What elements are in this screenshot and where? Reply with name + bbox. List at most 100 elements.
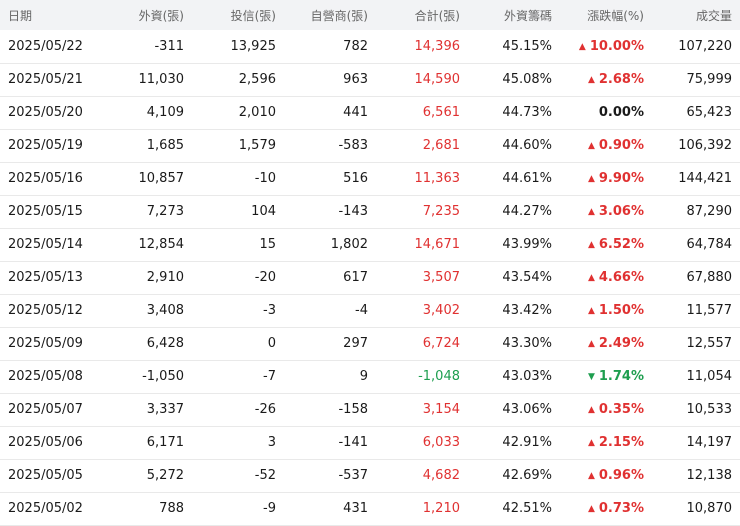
- dealer-cell: 516: [343, 171, 368, 186]
- change-pct-value: 2.15%: [598, 435, 644, 450]
- total-cell: 14,396: [414, 38, 461, 54]
- dealer-cell: -143: [338, 204, 368, 219]
- dealer-cell: -537: [338, 468, 368, 483]
- change-pct-value: 2.49%: [598, 336, 644, 351]
- table-header-row: 日期 外資(張) 投信(張) 自營商(張) 合計(張) 外資籌碼 漲跌幅(%) …: [0, 0, 740, 30]
- date-cell: 2025/05/22: [8, 38, 83, 54]
- change-pct-value: 6.52%: [598, 237, 644, 252]
- table-row: 2025/05/02 788 -9 431 1,210 42.51% ▲ 0.73% 10,87…: [0, 492, 740, 525]
- up-arrow-icon: ▲: [587, 504, 595, 514]
- up-arrow-icon: ▲: [587, 273, 595, 283]
- date-cell: 2025/05/13: [8, 270, 83, 285]
- change-pct-cell: ▲ 6.52%: [560, 228, 652, 261]
- change-pct-value: 0.73%: [598, 501, 644, 516]
- volume-cell: 64,784: [686, 237, 733, 252]
- date-cell: 2025/05/21: [8, 72, 83, 87]
- table-row: 2025/05/08 -1,050 -7 9 -1,048 43.03% ▼ 1.74% 11,…: [0, 360, 740, 393]
- change-pct-value: 0.00%: [598, 105, 644, 120]
- foreign-cell: 1,685: [146, 138, 184, 153]
- change-pct-cell: ▲ 2.49%: [560, 327, 652, 360]
- total-cell: 4,682: [422, 468, 460, 483]
- change-pct-cell: ▲ 0.96%: [560, 459, 652, 492]
- change-pct-value: 1.74%: [598, 369, 644, 384]
- total-cell: -1,048: [418, 369, 460, 384]
- table-row: 2025/05/13 2,910 -20 617 3,507 43.54% ▲ 4.66% 67…: [0, 261, 740, 294]
- change-pct-value: 10.00%: [589, 38, 644, 54]
- change-pct-cell: ▲ 1.50%: [560, 294, 652, 327]
- total-cell: 6,724: [422, 336, 460, 351]
- table-row: 2025/05/20 4,109 2,010 441 6,561 44.73% 0.00% 6…: [0, 96, 740, 129]
- total-cell: 6,033: [422, 435, 460, 450]
- foreign-cell: 4,109: [146, 105, 184, 120]
- up-arrow-icon: ▲: [587, 471, 595, 481]
- foreign-holding-cell: 43.42%: [502, 303, 552, 318]
- volume-cell: 14,197: [686, 435, 733, 450]
- foreign-holding-cell: 44.61%: [502, 171, 552, 186]
- volume-cell: 10,870: [686, 501, 733, 516]
- change-pct-value: 9.90%: [598, 171, 644, 186]
- table-row: 2025/05/06 6,171 3 -141 6,033 42.91% ▲ 2.15% 14,…: [0, 426, 740, 459]
- total-cell: 3,154: [422, 402, 460, 417]
- foreign-cell: 7,273: [146, 204, 184, 219]
- volume-cell: 75,999: [686, 72, 733, 87]
- trust-cell: -7: [263, 369, 276, 384]
- foreign-holding-cell: 44.73%: [502, 105, 552, 120]
- volume-cell: 107,220: [678, 38, 732, 54]
- header-volume: 成交量: [695, 8, 732, 23]
- table-row: 2025/05/22 -311 13,925 782 14,396 45.15% ▲ 10.0…: [0, 30, 740, 63]
- change-pct-cell: ▲ 2.68%: [560, 63, 652, 96]
- table-row: 2025/05/19 1,685 1,579 -583 2,681 44.60% ▲ 0.90…: [0, 129, 740, 162]
- dealer-cell: 297: [343, 336, 368, 351]
- volume-cell: 67,880: [686, 270, 733, 285]
- date-cell: 2025/05/02: [8, 501, 83, 516]
- foreign-holding-cell: 43.06%: [502, 402, 552, 417]
- table-body: 2025/05/22 -311 13,925 782 14,396 45.15% ▲ 10.0…: [0, 30, 740, 525]
- foreign-cell: -1,050: [142, 369, 184, 384]
- table-row: 2025/05/14 12,854 15 1,802 14,671 43.99% ▲ 6.52…: [0, 228, 740, 261]
- up-arrow-icon: ▲: [587, 75, 595, 85]
- trust-cell: -20: [254, 270, 276, 285]
- trust-cell: 104: [251, 204, 276, 219]
- date-cell: 2025/05/06: [8, 435, 83, 450]
- volume-cell: 106,392: [678, 138, 732, 153]
- dealer-cell: -141: [338, 435, 368, 450]
- up-arrow-icon: ▲: [587, 174, 595, 184]
- date-cell: 2025/05/09: [8, 336, 83, 351]
- total-cell: 6,561: [422, 105, 460, 120]
- change-pct-cell: ▼ 1.74%: [560, 360, 652, 393]
- foreign-holding-cell: 44.60%: [502, 138, 552, 153]
- foreign-cell: 3,337: [146, 402, 184, 417]
- total-cell: 14,671: [414, 237, 461, 252]
- date-cell: 2025/05/16: [8, 171, 83, 186]
- change-pct-cell: ▲ 4.66%: [560, 261, 652, 294]
- volume-cell: 144,421: [678, 171, 732, 186]
- foreign-cell: 788: [159, 501, 184, 516]
- change-pct-value: 4.66%: [598, 270, 644, 285]
- change-pct-cell: ▲ 0.90%: [560, 129, 652, 162]
- up-arrow-icon: ▲: [587, 438, 595, 448]
- date-cell: 2025/05/15: [8, 204, 83, 219]
- up-arrow-icon: ▲: [587, 405, 595, 415]
- table-row: 2025/05/16 10,857 -10 516 11,363 44.61% ▲ 9.90%…: [0, 162, 740, 195]
- foreign-cell: 6,171: [146, 435, 184, 450]
- change-pct-cell: ▲ 2.15%: [560, 426, 652, 459]
- foreign-holding-cell: 45.15%: [502, 38, 552, 54]
- trust-cell: 2,010: [238, 105, 276, 120]
- date-cell: 2025/05/19: [8, 138, 83, 153]
- table-row: 2025/05/05 5,272 -52 -537 4,682 42.69% ▲ 0.96% 1…: [0, 459, 740, 492]
- change-pct-value: 2.68%: [598, 72, 644, 87]
- date-cell: 2025/05/20: [8, 105, 83, 120]
- trust-cell: 13,925: [230, 38, 277, 54]
- foreign-cell: 3,408: [146, 303, 184, 318]
- foreign-cell: 11,030: [138, 72, 185, 87]
- change-pct-value: 3.06%: [598, 204, 644, 219]
- total-cell: 2,681: [422, 138, 460, 153]
- up-arrow-icon: ▲: [587, 306, 595, 316]
- foreign-cell: -311: [154, 38, 184, 54]
- dealer-cell: 441: [343, 105, 368, 120]
- date-cell: 2025/05/12: [8, 303, 83, 318]
- total-cell: 1,210: [422, 501, 460, 516]
- dealer-cell: 963: [343, 72, 368, 87]
- foreign-holding-cell: 43.30%: [502, 336, 552, 351]
